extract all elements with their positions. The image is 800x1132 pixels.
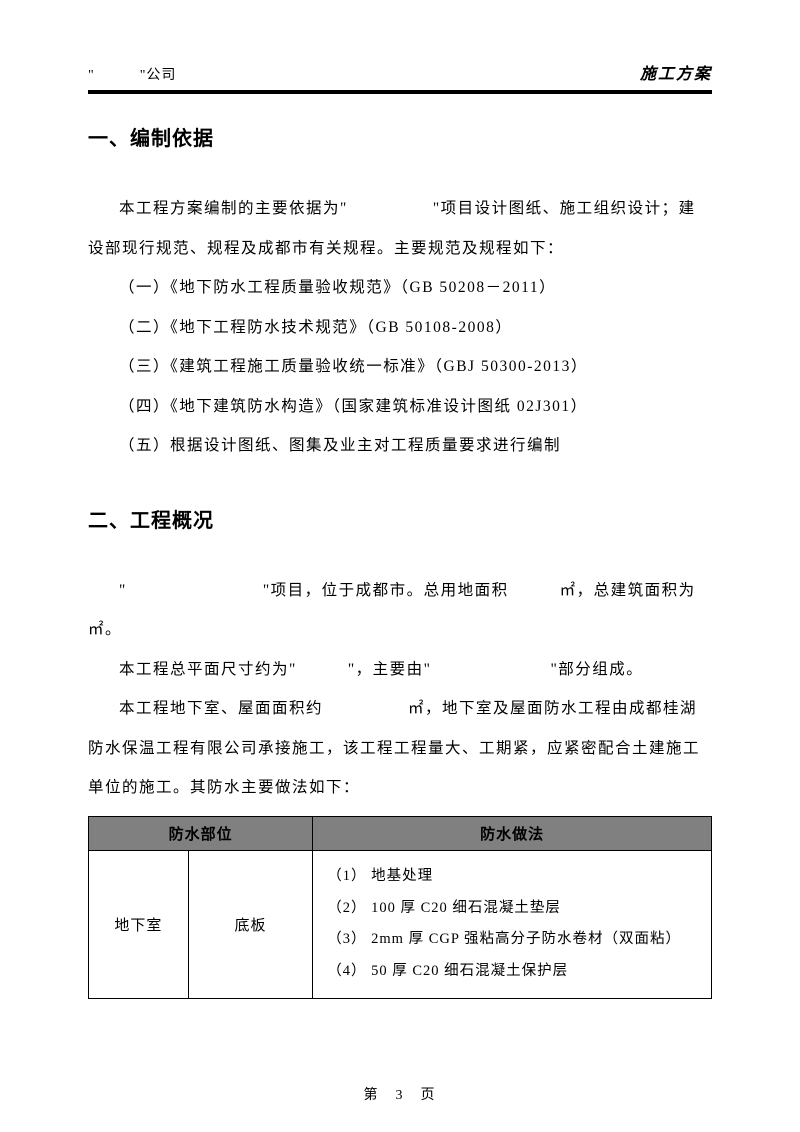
- header-doc-title: 施工方案: [640, 60, 712, 84]
- section1-item-5: （五）根据设计图纸、图集及业主对工程质量要求进行编制: [88, 426, 712, 466]
- table-header-row: 防水部位 防水做法: [89, 816, 712, 850]
- section2: 二、工程概况 " "项目，位于成都市。总用地面积 ㎡，总建筑面积为 ㎡。 本工程…: [88, 504, 712, 808]
- page-header: " "公司 施工方案: [88, 60, 712, 84]
- page-footer: 第 3 页: [0, 1084, 800, 1104]
- header-divider: [88, 90, 712, 94]
- table-row: 地下室 底板 （1） 地基处理 （2） 100 厚 C20 细石混凝土垫层 （3…: [89, 850, 712, 999]
- table-cell-methods: （1） 地基处理 （2） 100 厚 C20 细石混凝土垫层 （3） 2mm 厚…: [313, 850, 712, 999]
- table-cell-floor: 底板: [188, 850, 313, 999]
- section2-para1: " "项目，位于成都市。总用地面积 ㎡，总建筑面积为 ㎡。: [88, 571, 712, 650]
- table-header-location: 防水部位: [89, 816, 313, 850]
- method-2: （2） 100 厚 C20 细石混凝土垫层: [327, 893, 697, 925]
- section1-para1: 本工程方案编制的主要依据为" "项目设计图纸、施工组织设计；建设部现行规范、规程…: [88, 189, 712, 268]
- section1-title: 一、编制依据: [88, 122, 712, 151]
- section2-para3: 本工程地下室、屋面面积约 ㎡，地下室及屋面防水工程由成都桂湖防水保温工程有限公司…: [88, 689, 712, 808]
- section1-item-2: （二）《地下工程防水技术规范》（GB 50108-2008）: [88, 308, 712, 348]
- section1-item-1: （一）《地下防水工程质量验收规范》（GB 50208－2011）: [88, 268, 712, 308]
- method-3: （3） 2mm 厚 CGP 强粘高分子防水卷材（双面粘）: [327, 924, 697, 956]
- section2-para2: 本工程总平面尺寸约为" "，主要由" "部分组成。: [88, 650, 712, 690]
- waterproof-table: 防水部位 防水做法 地下室 底板 （1） 地基处理 （2） 100 厚 C20 …: [88, 816, 712, 1000]
- section2-title: 二、工程概况: [88, 504, 712, 533]
- table-cell-basement: 地下室: [89, 850, 189, 999]
- section1-item-4: （四）《地下建筑防水构造》（国家建筑标准设计图纸 02J301）: [88, 387, 712, 427]
- method-4: （4） 50 厚 C20 细石混凝土保护层: [327, 956, 697, 988]
- header-company: " "公司: [88, 64, 176, 84]
- method-1: （1） 地基处理: [327, 861, 697, 893]
- section1-item-3: （三）《建筑工程施工质量验收统一标准》（GBJ 50300-2013）: [88, 347, 712, 387]
- table-header-method: 防水做法: [313, 816, 712, 850]
